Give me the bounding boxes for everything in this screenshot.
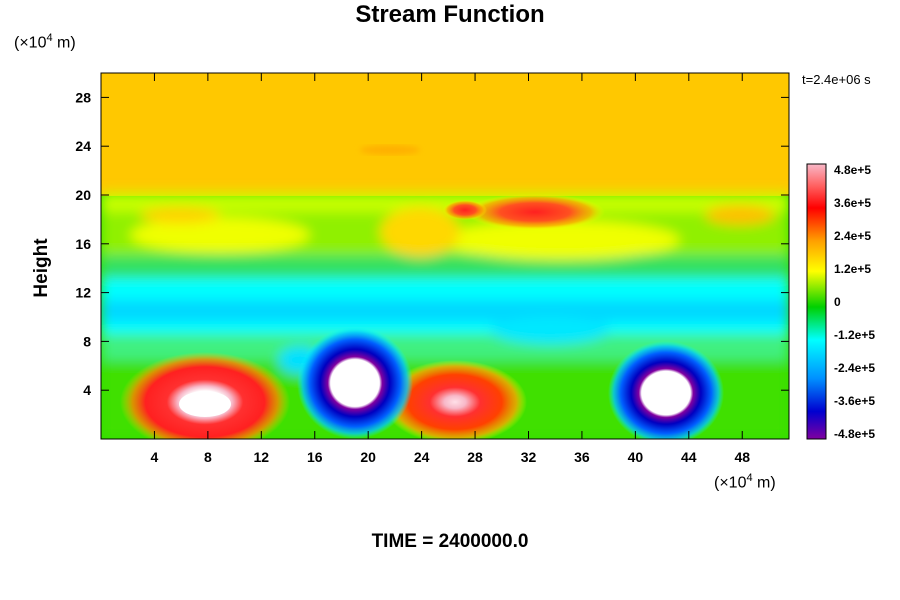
x-tick-label: 36 [574,449,590,465]
x-tick-label: 28 [467,449,483,465]
blob-orange-right [705,205,775,225]
x-unit-suffix: m) [752,474,776,492]
x-tick-label: 8 [204,449,212,465]
y-axis-unit: (×104 m) [14,32,76,52]
blob-cyan-right [490,316,610,344]
upper-red-patch-2 [443,200,487,220]
y-tick-label: 16 [75,236,91,252]
x-unit-exponent: 4 [746,472,753,484]
blob-yellow-1 [130,217,310,253]
time-label: t=2.4e+06 s [802,72,871,87]
colorbar-tick-label: -1.2e+5 [834,328,875,342]
colorbar-ticks: 4.8e+5 3.6e+5 2.4e+5 1.2e+5 0 -1.2e+5 -2.4e+5 -… [834,163,875,441]
y-tick-label: 8 [83,333,91,349]
x-tick-label: 16 [307,449,323,465]
blob-yellow-2 [440,220,680,260]
y-axis-ticks: 4 8 12 16 20 24 28 [75,89,789,398]
x-axis-unit: (×104 m) [714,472,776,492]
x-tick-label: 4 [151,449,159,465]
colorbar [806,163,827,440]
vortex-1-core [179,391,231,417]
x-tick-label: 20 [360,449,376,465]
upper-red-patch [465,194,605,230]
upper-orange-streak [360,145,420,155]
colorbar-tick-label: -2.4e+5 [834,361,875,375]
x-tick-label: 44 [681,449,697,465]
band-light-blue [101,300,789,322]
colorbar-tick-label: -4.8e+5 [834,427,875,441]
band-green [101,255,789,280]
x-tick-label: 24 [414,449,430,465]
time-footer: TIME = 2400000.0 [371,531,529,552]
band-yellow-green [101,193,789,215]
chart-title: Stream Function [355,1,545,28]
colorbar-tick-label: 2.4e+5 [834,229,871,243]
x-tick-label: 48 [734,449,750,465]
x-tick-label: 32 [521,449,537,465]
x-tick-label: 40 [628,449,644,465]
y-tick-label: 4 [83,382,91,398]
colorbar-tick-label: 0 [834,295,841,309]
y-tick-label: 20 [75,187,91,203]
y-unit-suffix: m) [52,34,76,52]
positive-vortex-2 [383,360,527,439]
colorbar-tick-label: 1.2e+5 [834,262,871,276]
y-tick-label: 12 [75,285,91,301]
colorbar-tick-label: 4.8e+5 [834,163,871,177]
heatmap-field [101,73,789,439]
y-unit-prefix: (×10 [14,34,47,52]
y-tick-label: 24 [75,138,91,154]
colorbar-tick-label: -3.6e+5 [834,394,875,408]
y-unit-exponent: 4 [46,32,53,44]
negative-vortex-1 [297,327,413,439]
colorbar-tick-label: 3.6e+5 [834,196,871,210]
blob-orange-left [140,207,220,223]
x-axis-ticks: 4 8 12 16 20 24 28 32 36 40 44 48 [151,73,750,465]
negative-vortex-2 [608,341,724,439]
x-tick-label: 12 [254,449,270,465]
y-tick-label: 28 [75,89,91,105]
plot-frame [100,72,790,440]
blob-orange [380,207,460,257]
x-unit-prefix: (×10 [714,474,747,492]
